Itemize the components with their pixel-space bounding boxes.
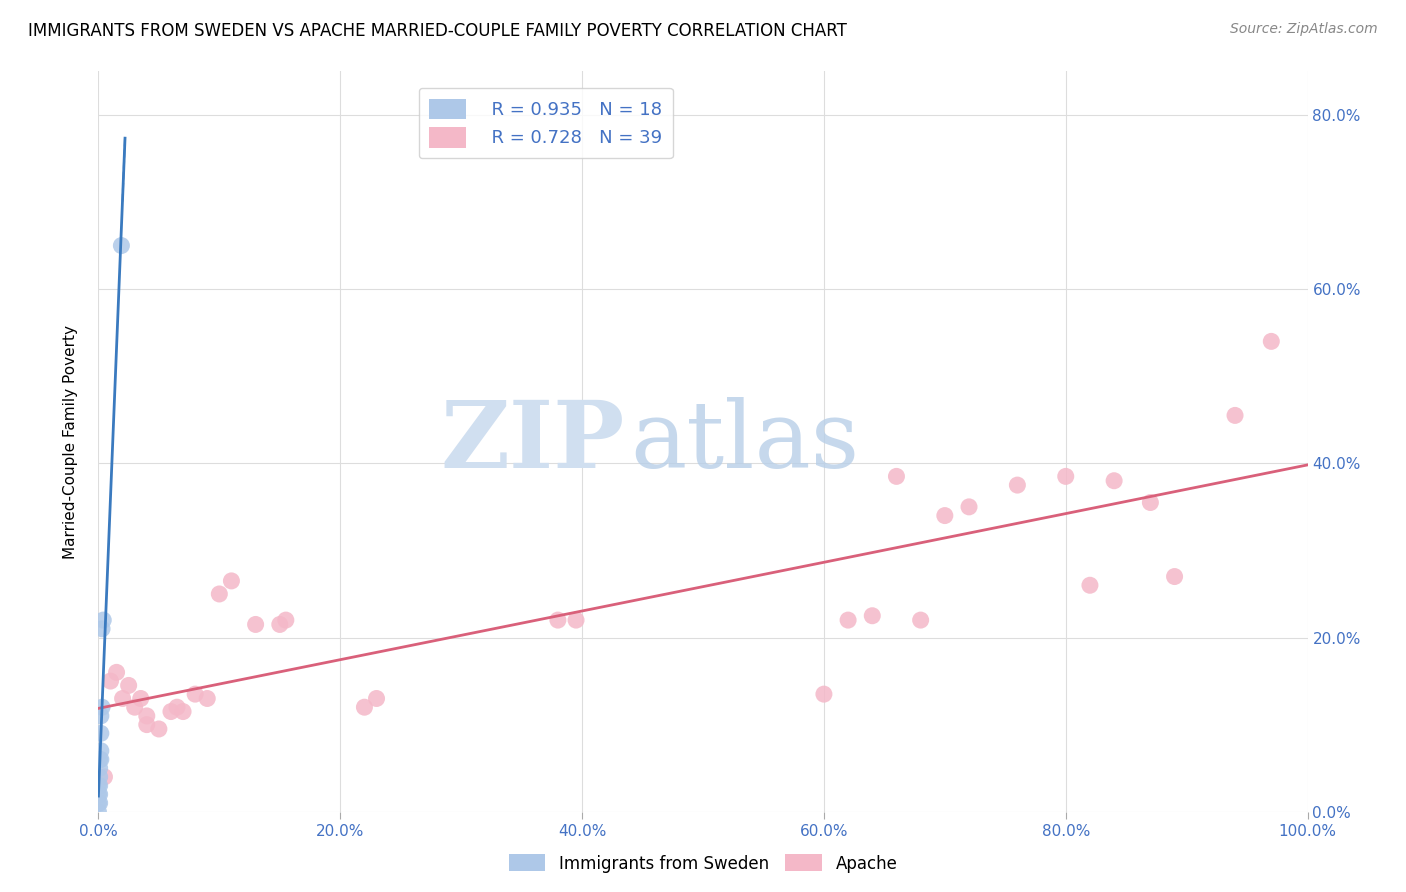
- Point: [886, 469, 908, 483]
- Point: [91, 622, 114, 636]
- Point: [195, 691, 218, 706]
- Point: [166, 700, 188, 714]
- Point: [184, 687, 207, 701]
- Point: [135, 717, 157, 731]
- Point: [118, 678, 141, 692]
- Point: [274, 613, 297, 627]
- Point: [353, 700, 375, 714]
- Text: IMMIGRANTS FROM SWEDEN VS APACHE MARRIED-COUPLE FAMILY POVERTY CORRELATION CHART: IMMIGRANTS FROM SWEDEN VS APACHE MARRIED…: [28, 22, 846, 40]
- Point: [129, 691, 152, 706]
- Point: [934, 508, 956, 523]
- Point: [172, 705, 194, 719]
- Point: [208, 587, 231, 601]
- Point: [837, 613, 859, 627]
- Point: [148, 722, 170, 736]
- Point: [124, 700, 146, 714]
- Point: [90, 709, 112, 723]
- Point: [245, 617, 267, 632]
- Point: [221, 574, 243, 588]
- Point: [269, 617, 291, 632]
- Point: [1260, 334, 1282, 349]
- Point: [89, 770, 111, 784]
- Point: [1102, 474, 1125, 488]
- Point: [547, 613, 569, 627]
- Point: [87, 805, 110, 819]
- Y-axis label: Married-Couple Family Poverty: Married-Couple Family Poverty: [63, 325, 77, 558]
- Point: [1139, 495, 1161, 509]
- Point: [87, 796, 110, 810]
- Point: [87, 787, 110, 801]
- Text: Source: ZipAtlas.com: Source: ZipAtlas.com: [1230, 22, 1378, 37]
- Point: [93, 770, 115, 784]
- Point: [89, 761, 111, 775]
- Point: [90, 744, 112, 758]
- Point: [89, 796, 111, 810]
- Point: [910, 613, 932, 627]
- Point: [160, 705, 183, 719]
- Point: [110, 238, 132, 252]
- Text: ZIP: ZIP: [440, 397, 624, 486]
- Legend:   R = 0.935   N = 18,   R = 0.728   N = 39: R = 0.935 N = 18, R = 0.728 N = 39: [419, 87, 673, 159]
- Point: [1054, 469, 1077, 483]
- Point: [89, 779, 111, 793]
- Point: [860, 608, 883, 623]
- Point: [1223, 409, 1246, 423]
- Point: [957, 500, 980, 514]
- Point: [1163, 569, 1185, 583]
- Point: [89, 787, 111, 801]
- Point: [111, 691, 134, 706]
- Point: [1078, 578, 1101, 592]
- Point: [91, 700, 114, 714]
- Point: [565, 613, 588, 627]
- Point: [105, 665, 128, 680]
- Text: atlas: atlas: [630, 397, 859, 486]
- Point: [89, 752, 111, 766]
- Point: [366, 691, 388, 706]
- Point: [100, 674, 122, 689]
- Point: [813, 687, 835, 701]
- Point: [90, 726, 112, 740]
- Point: [1007, 478, 1029, 492]
- Point: [87, 779, 110, 793]
- Point: [135, 709, 157, 723]
- Legend: Immigrants from Sweden, Apache: Immigrants from Sweden, Apache: [502, 847, 904, 880]
- Point: [91, 613, 114, 627]
- Point: [90, 752, 112, 766]
